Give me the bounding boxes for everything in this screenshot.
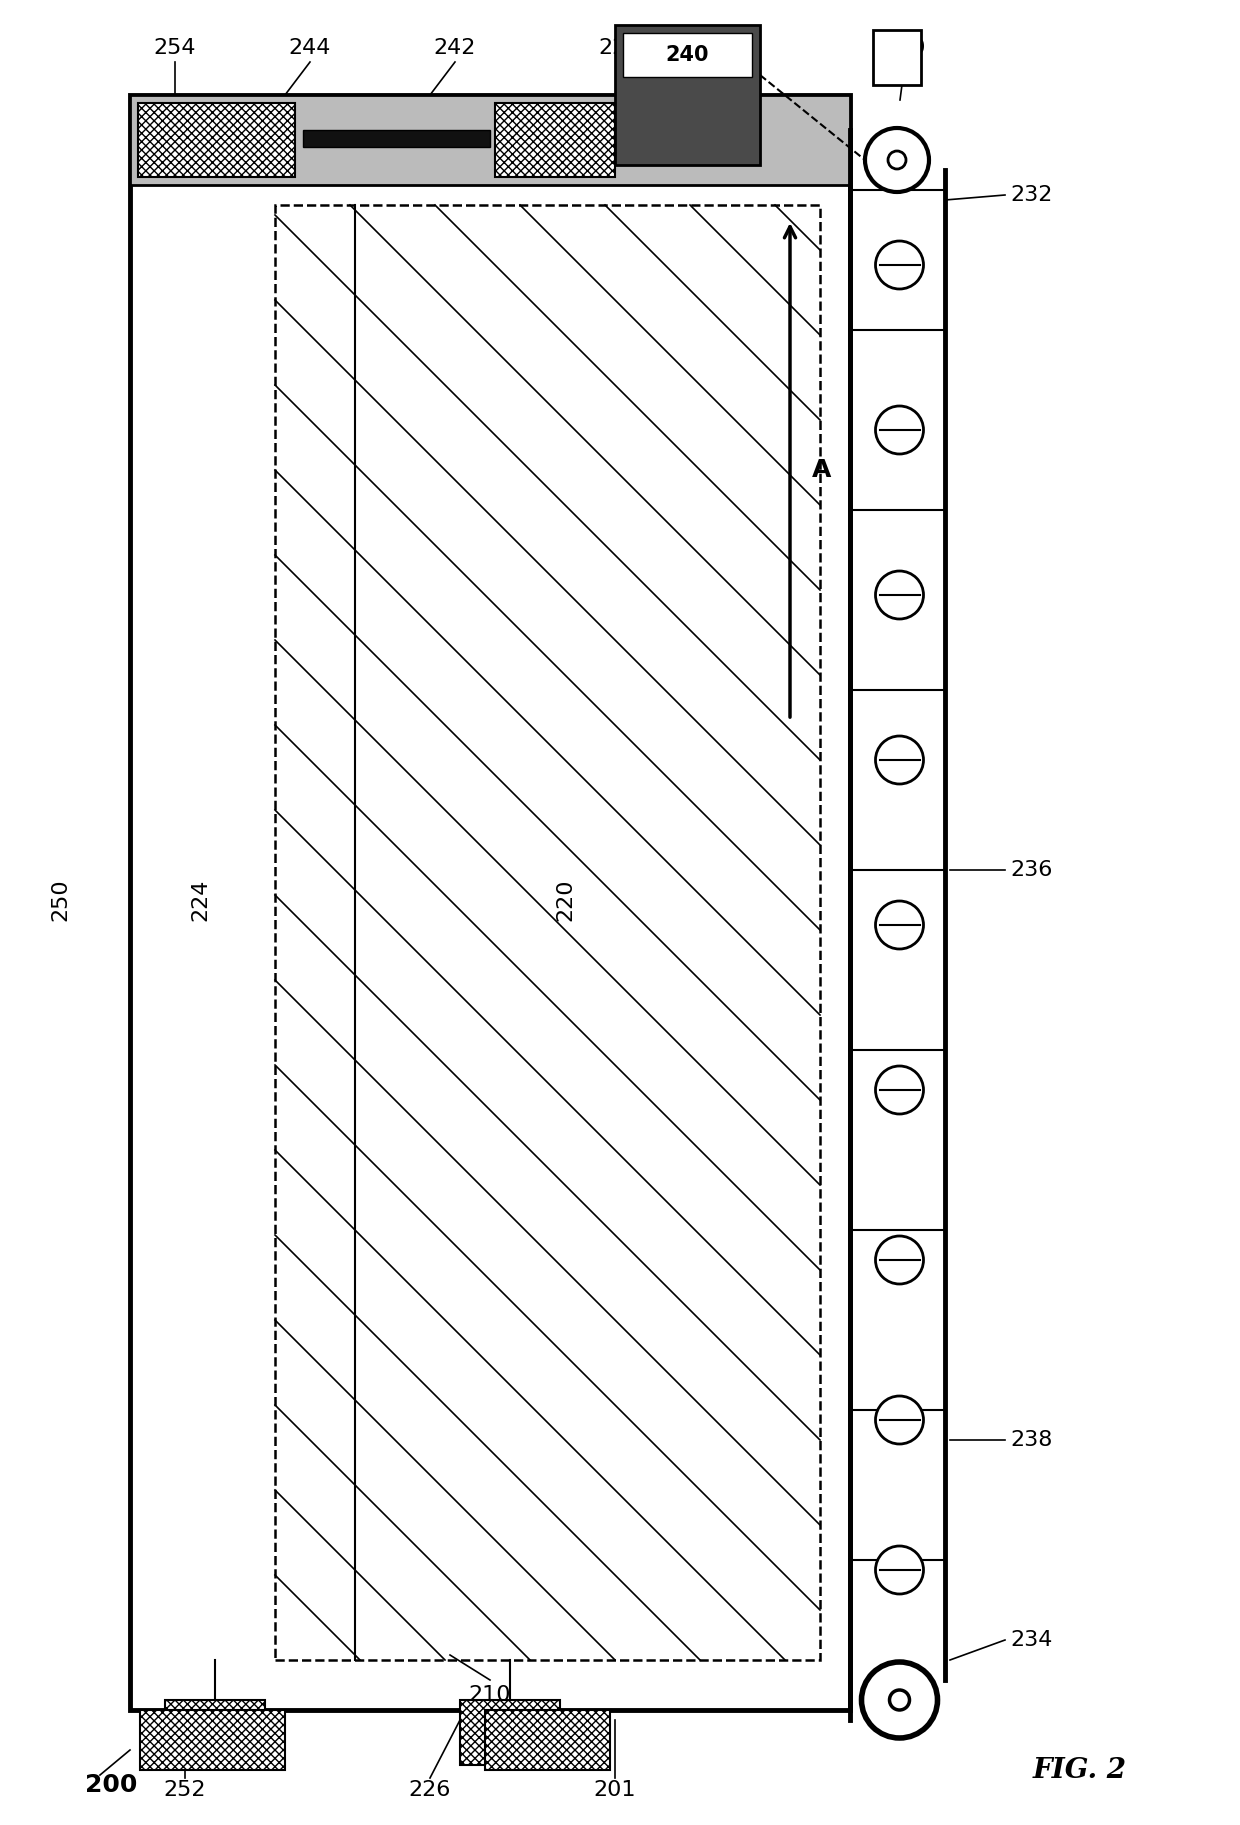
Circle shape	[866, 128, 929, 192]
Bar	[130, 95, 849, 184]
Text: 254: 254	[154, 38, 196, 58]
Text: 220: 220	[556, 880, 575, 922]
Text: 230: 230	[884, 38, 926, 58]
Circle shape	[875, 405, 924, 454]
Bar	[485, 1710, 610, 1770]
Text: 228: 228	[599, 38, 641, 58]
Text: 200: 200	[86, 1774, 138, 1798]
Circle shape	[875, 241, 924, 288]
Text: 234: 234	[1011, 1630, 1053, 1650]
Circle shape	[875, 1066, 924, 1113]
Circle shape	[862, 1663, 937, 1737]
Bar	[303, 130, 490, 148]
Text: 222: 222	[164, 1705, 206, 1725]
Circle shape	[875, 1396, 924, 1444]
Bar	[130, 95, 849, 1710]
Bar	[165, 1701, 265, 1765]
Circle shape	[875, 735, 924, 785]
Text: 236: 236	[1011, 860, 1053, 880]
Circle shape	[875, 1546, 924, 1593]
Text: FIG. 2: FIG. 2	[1033, 1756, 1127, 1783]
Bar	[138, 102, 295, 177]
Text: 232: 232	[1011, 184, 1053, 204]
Circle shape	[888, 151, 906, 170]
Text: 224: 224	[190, 880, 210, 922]
Text: 242: 242	[434, 38, 476, 58]
Text: 250: 250	[50, 878, 69, 922]
Text: 238: 238	[1011, 1431, 1053, 1451]
Bar	[849, 130, 945, 1719]
Bar	[460, 1701, 560, 1765]
Text: 226: 226	[409, 1779, 451, 1799]
Text: 252: 252	[164, 1779, 206, 1799]
Bar	[615, 26, 760, 164]
Text: 244: 244	[289, 38, 331, 58]
Text: 240: 240	[666, 46, 709, 66]
Bar	[495, 102, 615, 177]
Bar	[140, 1710, 285, 1770]
Bar	[622, 33, 751, 77]
Text: 201: 201	[594, 1779, 636, 1799]
Text: 210: 210	[469, 1684, 511, 1705]
Circle shape	[875, 1236, 924, 1285]
Circle shape	[875, 902, 924, 949]
Bar	[275, 204, 820, 1661]
Circle shape	[875, 571, 924, 619]
Text: A: A	[812, 458, 831, 482]
Bar	[873, 29, 921, 86]
Circle shape	[889, 1690, 909, 1710]
